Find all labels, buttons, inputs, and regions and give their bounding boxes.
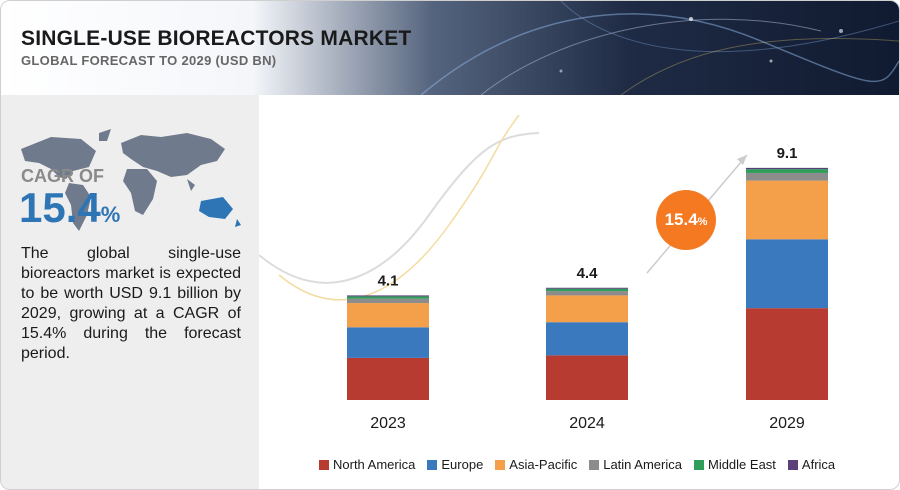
bar-2023-middle-east	[347, 296, 429, 299]
chart-legend: North America Europe Asia-Pacific Latin Ame…	[319, 457, 835, 472]
bar-2024-africa	[546, 287, 628, 289]
x-tick-label-2029: 2029	[769, 415, 805, 432]
growth-arrow-head	[737, 155, 747, 165]
bar-2023-asia-pacific	[347, 303, 429, 328]
legend-label: Latin America	[603, 457, 682, 472]
legend-swatch	[427, 459, 438, 470]
badge-unit: %	[697, 216, 708, 228]
bar-2029-latin-america	[746, 172, 828, 181]
growth-rate-badge: 15.4%	[656, 190, 716, 250]
legend-item-north-america: North America	[319, 457, 415, 472]
bar-2029-africa	[746, 167, 828, 170]
bar-2024-middle-east	[546, 288, 628, 292]
bar-2029-north-america	[746, 308, 828, 400]
bar-2024-europe	[546, 322, 628, 356]
x-tick-label-2024: 2024	[569, 415, 605, 432]
cagr-value: 15.4%	[19, 187, 120, 229]
bars-group	[347, 167, 828, 400]
legend-item-middle-east: Middle East	[693, 457, 776, 472]
cagr-unit: %	[100, 202, 121, 227]
header-banner: SINGLE-USE BIOREACTORS MARKET GLOBAL FOR…	[1, 1, 899, 95]
legend-swatch	[787, 459, 798, 470]
bar-2029-europe	[746, 239, 828, 309]
market-description: The global single-use bioreactors market…	[21, 245, 241, 362]
legend-swatch	[319, 459, 329, 470]
x-tick-label-2023: 2023	[370, 415, 406, 432]
totals-group: 4.1 4.4 9.1	[378, 145, 798, 290]
legend-swatch	[589, 459, 600, 470]
bar-2023-north-america	[347, 357, 429, 400]
legend-label: Middle East	[707, 457, 776, 472]
bar-2023-africa	[347, 295, 429, 297]
bar-2029-middle-east	[746, 169, 828, 173]
legend-label: Africa	[801, 457, 836, 472]
legend-item-asia-pacific: Asia-Pacific	[495, 457, 577, 472]
decorative-curve	[259, 132, 540, 284]
total-label-2029: 9.1	[777, 145, 798, 162]
decorative-curve	[278, 114, 520, 301]
page-title: SINGLE-USE BIOREACTORS MARKET	[21, 27, 412, 50]
legend-swatch	[693, 459, 704, 470]
cagr-label: CAGR OF	[21, 166, 104, 186]
legend-label: Asia-Pacific	[509, 457, 578, 472]
legend-swatch	[495, 459, 506, 470]
bar-2024-asia-pacific	[546, 295, 628, 323]
legend-item-europe: Europe	[427, 457, 483, 472]
light-trails-decoration	[420, 1, 899, 95]
bar-2029-asia-pacific	[746, 180, 828, 240]
stacked-bar-chart: 4.1 4.4 9.1 2023 2024 2029	[259, 114, 828, 432]
bar-2024-latin-america	[546, 291, 628, 296]
legend-item-latin-america: Latin America	[589, 457, 682, 472]
total-label-2023: 4.1	[378, 272, 399, 289]
legend-label: North America	[333, 457, 416, 472]
cagr-number: 15.4	[19, 184, 101, 231]
x-axis-ticks: 2023 2024 2029	[370, 415, 805, 432]
badge-value: 15.4	[664, 210, 698, 229]
world-map-icon	[21, 129, 241, 231]
bar-2023-europe	[347, 327, 429, 358]
bar-2023-latin-america	[347, 298, 429, 304]
legend-label: Europe	[441, 457, 484, 472]
bar-2024-north-america	[546, 355, 628, 400]
legend-item-africa: Africa	[787, 457, 836, 472]
page-subtitle: GLOBAL FORECAST TO 2029 (USD BN)	[21, 53, 277, 68]
total-label-2024: 4.4	[577, 265, 599, 282]
